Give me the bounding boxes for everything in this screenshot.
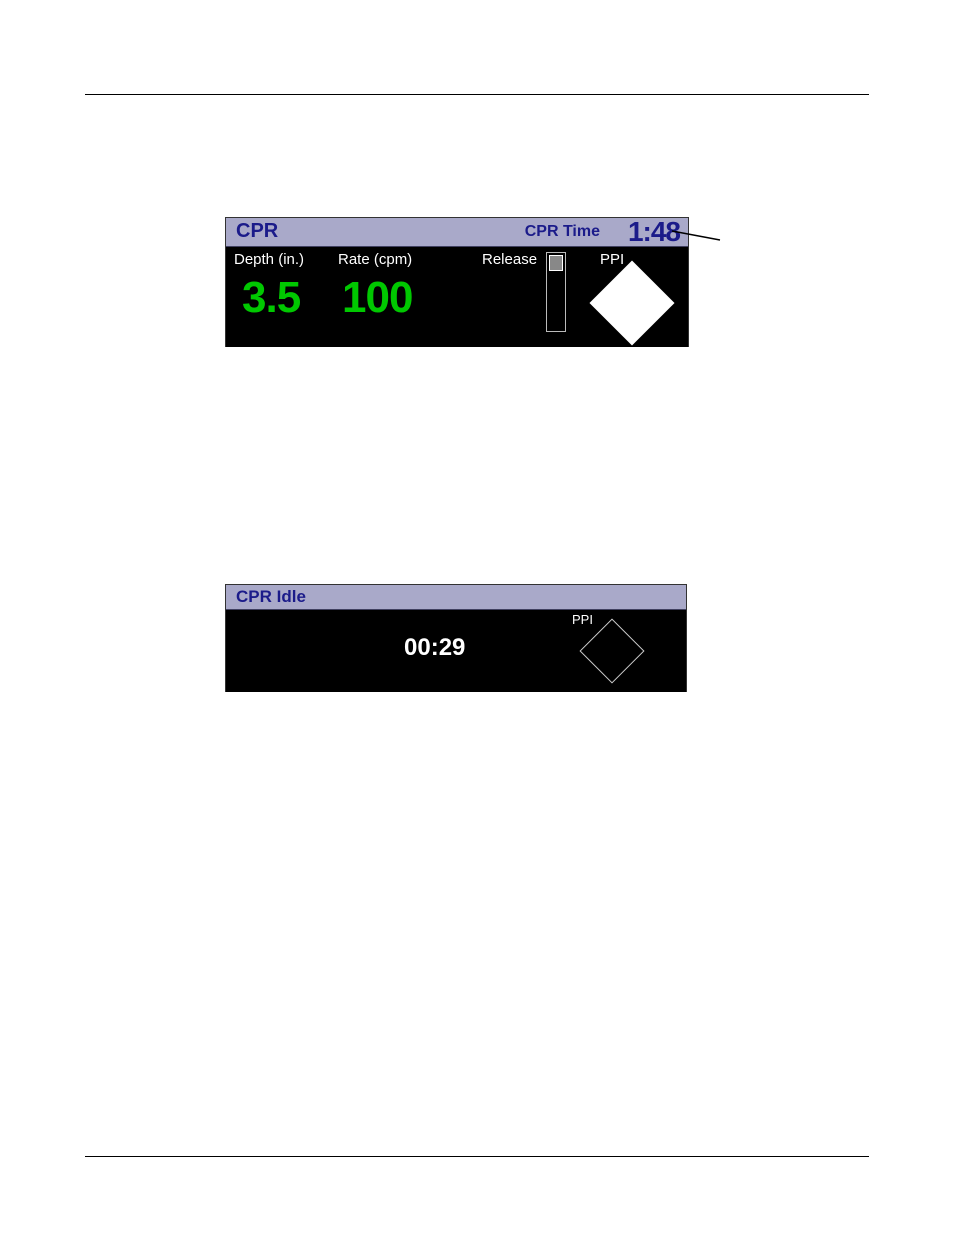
cpr-idle-title: CPR Idle	[236, 587, 306, 607]
depth-label: Depth (in.)	[234, 251, 304, 268]
release-bar	[546, 252, 566, 332]
idle-time-value: 00:29	[404, 634, 465, 662]
cpr-time-label: CPR Time	[525, 223, 600, 241]
idle-ppi-diamond-icon	[579, 618, 644, 683]
depth-value: 3.5	[242, 273, 300, 323]
rate-label: Rate (cpm)	[338, 251, 412, 268]
idle-ppi-label: PPI	[572, 612, 593, 627]
rate-value: 100	[342, 273, 412, 323]
ppi-label: PPI	[600, 251, 624, 268]
cpr-idle-panel: CPR Idle 00:29 PPI	[225, 584, 687, 692]
cpr-panel: CPR CPR Time 1:48 Depth (in.) Rate (cpm)…	[225, 217, 689, 347]
cpr-panel-body: Depth (in.) Rate (cpm) Release PPI 3.5 1…	[226, 247, 688, 347]
cpr-idle-panel-header: CPR Idle	[226, 585, 686, 610]
ppi-diamond-icon	[590, 261, 675, 346]
bottom-rule	[85, 1156, 869, 1157]
cpr-panel-header: CPR CPR Time 1:48	[226, 218, 688, 247]
callout-line	[672, 228, 732, 248]
cpr-panel-title: CPR	[236, 220, 278, 243]
cpr-idle-body: 00:29 PPI	[226, 610, 686, 692]
release-label: Release	[482, 251, 537, 268]
top-rule	[85, 94, 869, 95]
